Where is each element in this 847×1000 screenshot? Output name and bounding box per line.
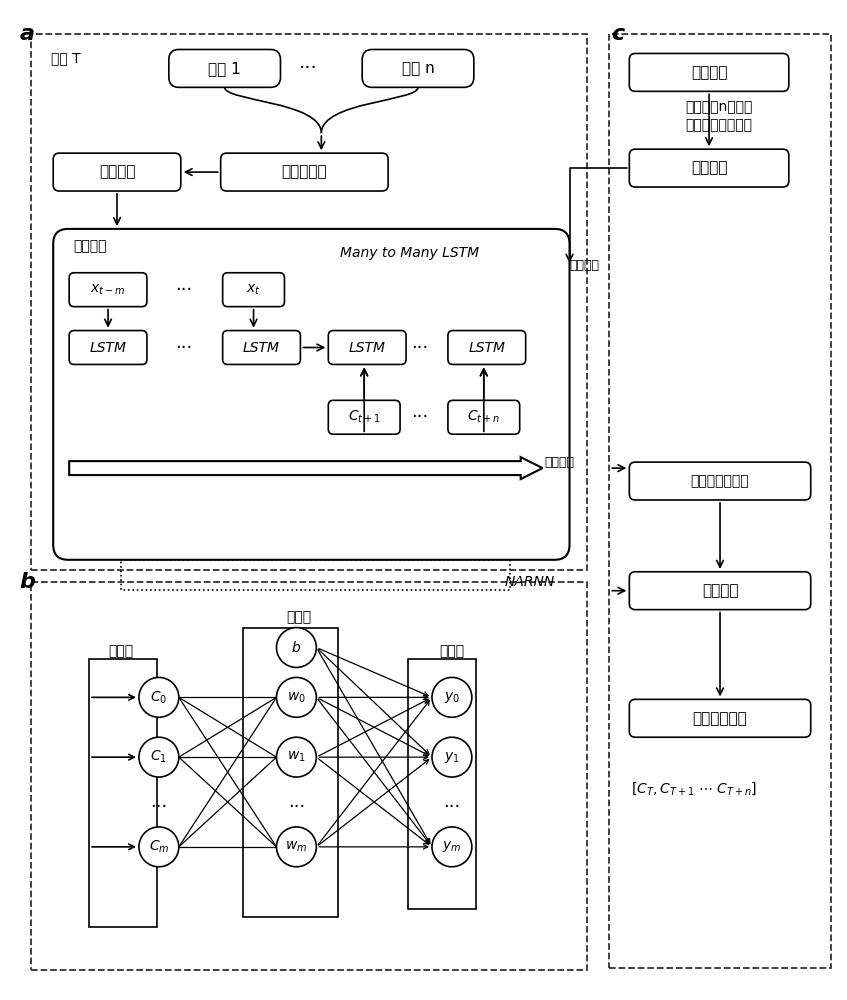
FancyBboxPatch shape [169, 49, 280, 87]
Bar [31, 34, 588, 570]
Circle shape [139, 827, 179, 867]
Text: 隐藏层: 隐藏层 [285, 611, 311, 625]
FancyBboxPatch shape [69, 331, 147, 364]
Text: NARNN: NARNN [505, 575, 555, 589]
Text: 电池 1: 电池 1 [208, 61, 241, 76]
FancyBboxPatch shape [69, 273, 147, 307]
FancyBboxPatch shape [53, 229, 569, 560]
Text: 数据预处理: 数据预处理 [281, 165, 327, 180]
Text: ···: ··· [412, 339, 429, 357]
Text: 数据融合: 数据融合 [99, 165, 136, 180]
FancyBboxPatch shape [363, 49, 473, 87]
Text: $[C_T, C_{T+1}\ \cdots\ C_{T+n}]$: $[C_T, C_{T+1}\ \cdots\ C_{T+n}]$ [631, 781, 757, 797]
Text: 第一次预测结果: 第一次预测结果 [690, 474, 750, 488]
Text: LSTM: LSTM [90, 341, 126, 355]
Circle shape [432, 827, 472, 867]
Text: 输出层: 输出层 [440, 645, 464, 659]
FancyBboxPatch shape [629, 53, 789, 91]
Circle shape [276, 628, 316, 667]
Text: 电池 n: 电池 n [401, 61, 435, 76]
FancyBboxPatch shape [329, 331, 406, 364]
Text: Many to Many LSTM: Many to Many LSTM [340, 246, 479, 260]
FancyArrow shape [69, 457, 543, 479]
Text: 输入矩阵: 输入矩阵 [73, 239, 107, 253]
Text: 输入层: 输入层 [108, 645, 134, 659]
Circle shape [139, 677, 179, 717]
Circle shape [432, 737, 472, 777]
Bar [408, 659, 476, 909]
Text: ···: ··· [288, 798, 305, 816]
Text: $x_{t-m}$: $x_{t-m}$ [91, 282, 125, 297]
Text: ···: ··· [299, 59, 318, 78]
Text: $C_1$: $C_1$ [151, 749, 168, 765]
FancyBboxPatch shape [629, 572, 811, 610]
Text: 步之内的电池容量: 步之内的电池容量 [685, 118, 752, 132]
Text: $y_0$: $y_0$ [444, 690, 460, 705]
Text: $C_{t+1}$: $C_{t+1}$ [348, 409, 380, 425]
Text: 预测电池: 预测电池 [691, 65, 728, 80]
Bar [242, 628, 338, 917]
Text: LSTM: LSTM [468, 341, 506, 355]
Text: $y_m$: $y_m$ [442, 839, 462, 854]
FancyBboxPatch shape [223, 273, 285, 307]
Text: $w_m$: $w_m$ [285, 840, 307, 854]
FancyBboxPatch shape [329, 400, 400, 434]
FancyBboxPatch shape [448, 400, 520, 434]
Text: $w_1$: $w_1$ [287, 750, 306, 764]
FancyBboxPatch shape [629, 699, 811, 737]
Text: ···: ··· [175, 281, 192, 299]
FancyBboxPatch shape [223, 331, 301, 364]
Text: 预测之后n个时间: 预测之后n个时间 [685, 100, 753, 114]
Text: LSTM: LSTM [349, 341, 385, 355]
Text: $w_0$: $w_0$ [287, 690, 306, 705]
Text: b: b [19, 572, 36, 592]
Bar [31, 582, 588, 970]
Bar [609, 34, 831, 968]
Text: $C_{t+n}$: $C_{t+n}$ [468, 409, 501, 425]
Text: a: a [19, 24, 35, 44]
Text: 输出序列: 输出序列 [545, 456, 574, 469]
Text: $b$: $b$ [291, 640, 302, 655]
Text: $C_0$: $C_0$ [150, 689, 168, 706]
Text: 二次预测: 二次预测 [702, 583, 739, 598]
Bar [89, 659, 157, 927]
FancyBboxPatch shape [629, 149, 789, 187]
Text: ···: ··· [175, 339, 192, 357]
Text: 时刻 T: 时刻 T [51, 51, 80, 65]
FancyBboxPatch shape [629, 462, 811, 500]
Text: ···: ··· [443, 798, 461, 816]
Text: LSTM: LSTM [243, 341, 280, 355]
FancyBboxPatch shape [448, 331, 526, 364]
Text: 最终预测结果: 最终预测结果 [693, 711, 747, 726]
Circle shape [276, 827, 316, 867]
Text: 数据输入: 数据输入 [569, 259, 600, 272]
Text: $x_t$: $x_t$ [246, 282, 261, 297]
Text: ···: ··· [150, 798, 168, 816]
Circle shape [276, 677, 316, 717]
Text: $C_m$: $C_m$ [148, 839, 169, 855]
Text: c: c [612, 24, 624, 44]
FancyBboxPatch shape [221, 153, 388, 191]
Text: ···: ··· [412, 408, 429, 426]
Circle shape [139, 737, 179, 777]
Text: $y_1$: $y_1$ [444, 750, 460, 765]
Circle shape [276, 737, 316, 777]
Circle shape [432, 677, 472, 717]
FancyBboxPatch shape [53, 153, 180, 191]
Text: 输入矩阵: 输入矩阵 [691, 161, 728, 176]
